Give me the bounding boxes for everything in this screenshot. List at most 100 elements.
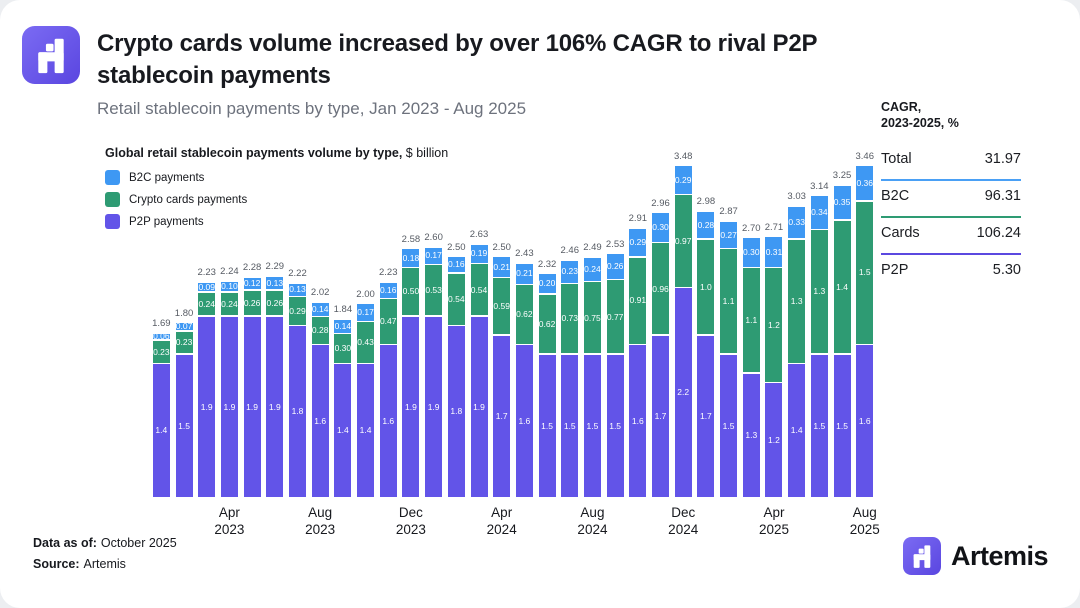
bar-segment-b2c[interactable]: 0.34 (810, 196, 828, 229)
bar-segment-b2c[interactable]: 0.27 (720, 221, 738, 248)
bar-jan-2023[interactable]: 1.69 0.06 0.23 1.4 (152, 318, 171, 497)
bar-segment-p2p[interactable]: 1.9 (198, 316, 216, 497)
bar-segment-cards[interactable]: 0.24 (220, 292, 238, 316)
bar-segment-p2p[interactable]: 1.4 (334, 364, 352, 497)
bar-segment-p2p[interactable]: 1.5 (810, 354, 828, 497)
bar-segment-cards[interactable]: 0.43 (357, 322, 375, 363)
bar-jun-2025[interactable]: 3.14 0.34 1.3 1.5 (810, 181, 829, 497)
bar-jul-2023[interactable]: 2.22 0.13 0.29 1.8 (288, 268, 307, 497)
bar-jul-2025[interactable]: 3.25 0.35 1.4 1.5 (833, 170, 851, 497)
bar-segment-p2p[interactable]: 1.6 (379, 345, 397, 497)
bar-feb-2025[interactable]: 2.87 0.27 1.1 1.5 (719, 206, 738, 497)
bar-feb-2024[interactable]: 2.50 0.16 0.54 1.8 (447, 242, 466, 497)
bar-segment-cards[interactable]: 0.23 (175, 331, 193, 354)
bar-segment-cards[interactable]: 0.30 (334, 334, 352, 363)
bar-segment-b2c[interactable]: 0.10 (220, 281, 238, 292)
bar-segment-b2c[interactable]: 0.36 (856, 166, 874, 201)
bar-segment-b2c[interactable]: 0.06 (152, 332, 170, 340)
bar-segment-cards[interactable]: 1.1 (742, 268, 760, 373)
bar-segment-p2p[interactable]: 1.5 (583, 354, 601, 497)
bar-segment-cards[interactable]: 0.28 (311, 317, 329, 344)
bar-segment-b2c[interactable]: 0.23 (561, 260, 579, 283)
bar-segment-b2c[interactable]: 0.26 (606, 254, 624, 279)
bar-segment-p2p[interactable]: 1.7 (493, 335, 511, 497)
bar-segment-b2c[interactable]: 0.29 (674, 166, 692, 194)
bar-segment-cards[interactable]: 0.73 (561, 284, 579, 354)
bar-segment-p2p[interactable]: 1.5 (538, 354, 556, 497)
bar-segment-cards[interactable]: 0.53 (425, 265, 443, 316)
bar-segment-b2c[interactable]: 0.14 (311, 302, 329, 316)
bar-segment-b2c[interactable]: 0.35 (833, 185, 851, 220)
bar-segment-cards[interactable]: 0.77 (606, 280, 624, 354)
bar-segment-b2c[interactable]: 0.17 (357, 304, 375, 321)
bar-segment-b2c[interactable]: 0.09 (198, 282, 216, 292)
bar-segment-cards[interactable]: 0.97 (674, 195, 692, 287)
bar-segment-cards[interactable]: 1.2 (765, 268, 783, 382)
bar-segment-cards[interactable]: 0.26 (243, 290, 261, 316)
bar-jun-2024[interactable]: 2.32 0.20 0.62 1.5 (538, 259, 556, 497)
bar-segment-p2p[interactable]: 1.5 (833, 354, 851, 497)
bar-segment-p2p[interactable]: 1.6 (311, 345, 329, 497)
bar-segment-p2p[interactable]: 1.9 (470, 316, 488, 497)
bar-segment-b2c[interactable]: 0.14 (334, 319, 352, 333)
bar-jan-2024[interactable]: 2.60 0.17 0.53 1.9 (424, 232, 443, 497)
bar-segment-b2c[interactable]: 0.07 (175, 322, 193, 330)
bar-segment-b2c[interactable]: 0.18 (402, 249, 420, 267)
bar-segment-p2p[interactable]: 1.8 (288, 326, 306, 497)
bar-segment-cards[interactable]: 0.24 (198, 292, 216, 316)
bar-jul-2024[interactable]: 2.46 0.23 0.73 1.5 (561, 245, 579, 497)
bar-segment-p2p[interactable]: 1.4 (788, 364, 806, 497)
bar-segment-b2c[interactable]: 0.30 (742, 238, 760, 267)
bar-segment-cards[interactable]: 0.29 (288, 297, 306, 325)
bar-segment-b2c[interactable]: 0.33 (788, 206, 806, 239)
bar-segment-b2c[interactable]: 0.17 (425, 247, 443, 264)
bar-segment-b2c[interactable]: 0.20 (538, 274, 556, 294)
bar-segment-p2p[interactable]: 1.4 (357, 364, 375, 497)
bar-feb-2023[interactable]: 1.80 0.07 0.23 1.5 (175, 308, 193, 497)
bar-segment-cards[interactable]: 1.1 (720, 249, 738, 354)
bar-segment-b2c[interactable]: 0.21 (515, 263, 533, 284)
bar-segment-b2c[interactable]: 0.16 (447, 257, 465, 273)
bar-nov-2024[interactable]: 2.96 0.30 0.96 1.7 (651, 198, 670, 497)
bar-segment-b2c[interactable]: 0.16 (379, 282, 397, 298)
bar-apr-2024[interactable]: 2.50 0.21 0.59 1.7 (492, 242, 511, 497)
bar-segment-b2c[interactable]: 0.13 (288, 283, 306, 296)
bar-segment-p2p[interactable]: 1.9 (266, 316, 284, 497)
bar-dec-2024[interactable]: 3.48 0.29 0.97 2.2 (674, 151, 692, 497)
bar-segment-p2p[interactable]: 1.3 (742, 373, 760, 497)
bar-segment-cards[interactable]: 0.59 (493, 278, 511, 335)
bar-segment-b2c[interactable]: 0.13 (266, 276, 284, 290)
bar-segment-p2p[interactable]: 1.6 (856, 345, 874, 497)
bar-may-2025[interactable]: 3.03 0.33 1.3 1.4 (787, 191, 806, 497)
bar-mar-2024[interactable]: 2.63 0.19 0.54 1.9 (470, 229, 488, 497)
bar-segment-b2c[interactable]: 0.29 (629, 228, 647, 257)
bar-segment-cards[interactable]: 1.4 (833, 220, 851, 354)
bar-segment-cards[interactable]: 0.47 (379, 299, 397, 344)
bar-segment-p2p[interactable]: 1.5 (720, 354, 738, 497)
bar-mar-2023[interactable]: 2.23 0.09 0.24 1.9 (197, 267, 216, 497)
bar-segment-cards[interactable]: 0.50 (402, 268, 420, 316)
bar-aug-2023[interactable]: 2.02 0.14 0.28 1.6 (311, 287, 329, 497)
bar-segment-cards[interactable]: 0.26 (266, 290, 284, 316)
bar-may-2024[interactable]: 2.43 0.21 0.62 1.6 (515, 248, 534, 497)
bar-segment-cards[interactable]: 0.54 (447, 273, 465, 325)
bar-apr-2025[interactable]: 2.71 0.31 1.2 1.2 (765, 222, 783, 497)
bar-may-2023[interactable]: 2.28 0.12 0.26 1.9 (243, 262, 261, 497)
bar-segment-cards[interactable]: 0.62 (538, 294, 556, 354)
bar-apr-2023[interactable]: 2.24 0.10 0.24 1.9 (220, 266, 239, 497)
bar-oct-2024[interactable]: 2.91 0.29 0.91 1.6 (629, 213, 647, 497)
legend-item-p2p[interactable]: P2P payments (105, 214, 448, 229)
bar-segment-cards[interactable]: 1.3 (810, 230, 828, 354)
bar-segment-p2p[interactable]: 1.5 (561, 354, 579, 497)
bar-segment-p2p[interactable]: 1.8 (447, 326, 465, 497)
bar-segment-cards[interactable]: 0.62 (515, 285, 533, 344)
bar-segment-b2c[interactable]: 0.19 (470, 244, 488, 263)
bar-segment-p2p[interactable]: 1.9 (425, 316, 443, 497)
bar-segment-cards[interactable]: 0.91 (629, 257, 647, 344)
bar-segment-p2p[interactable]: 1.9 (402, 316, 420, 497)
bar-segment-p2p[interactable]: 1.9 (243, 316, 261, 497)
bar-segment-cards[interactable]: 1.0 (697, 239, 715, 335)
bar-segment-p2p[interactable]: 1.9 (220, 316, 238, 497)
bar-nov-2023[interactable]: 2.23 0.16 0.47 1.6 (379, 267, 397, 497)
bar-sep-2023[interactable]: 1.84 0.14 0.30 1.4 (334, 304, 352, 497)
